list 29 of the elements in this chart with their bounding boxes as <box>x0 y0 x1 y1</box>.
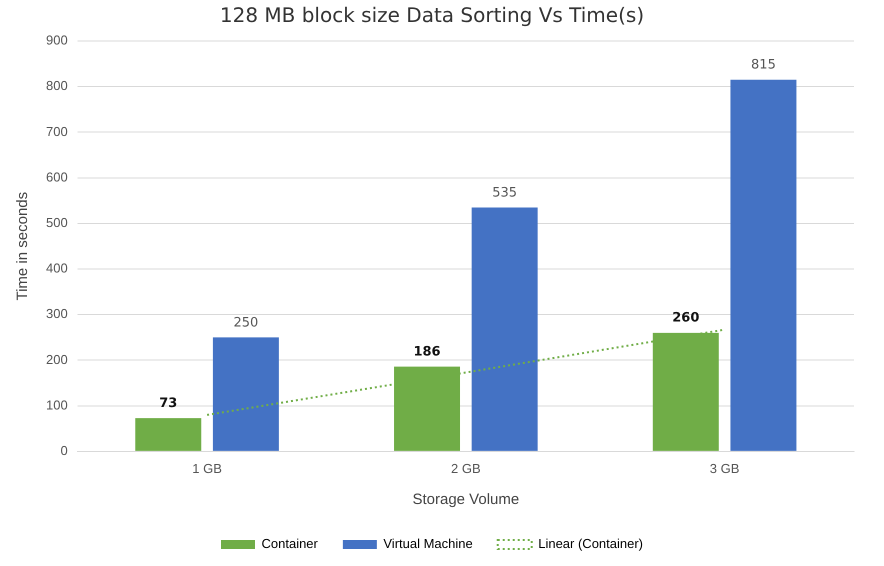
y-tick-label: 700 <box>46 124 68 139</box>
bar <box>472 207 538 451</box>
chart-title: 128 MB block size Data Sorting Vs Time(s) <box>220 3 644 28</box>
y-tick-label: 900 <box>46 32 68 48</box>
x-tick-label: 3 GB <box>710 460 740 476</box>
bar <box>212 337 279 451</box>
y-tick-label: 0 <box>60 442 68 458</box>
y-tick-label: 800 <box>46 78 68 94</box>
legend-label: Container <box>262 536 319 552</box>
y-tick-label: 600 <box>46 169 68 184</box>
data-label: 73 <box>159 396 178 411</box>
y-axis-title: Time in seconds <box>14 192 32 301</box>
y-tick-label: 400 <box>46 260 68 276</box>
legend-label: Virtual Machine <box>383 536 473 552</box>
bar <box>135 418 202 451</box>
y-tick-label: 200 <box>46 352 68 367</box>
y-tick-label: 100 <box>46 397 68 412</box>
x-axis-title: Storage Volume <box>412 491 520 508</box>
x-tick-label: 2 GB <box>451 460 481 476</box>
data-label: 815 <box>751 58 776 73</box>
x-tick-label: 1 GB <box>192 460 222 476</box>
legend-label: Linear (Container) <box>538 536 644 552</box>
data-label: 186 <box>413 344 441 360</box>
data-label: 535 <box>492 185 518 200</box>
data-label: 250 <box>233 315 258 330</box>
data-label: 260 <box>672 310 700 326</box>
bar <box>730 80 796 451</box>
y-tick-label: 500 <box>46 214 68 230</box>
y-tick-label: 300 <box>46 306 68 322</box>
